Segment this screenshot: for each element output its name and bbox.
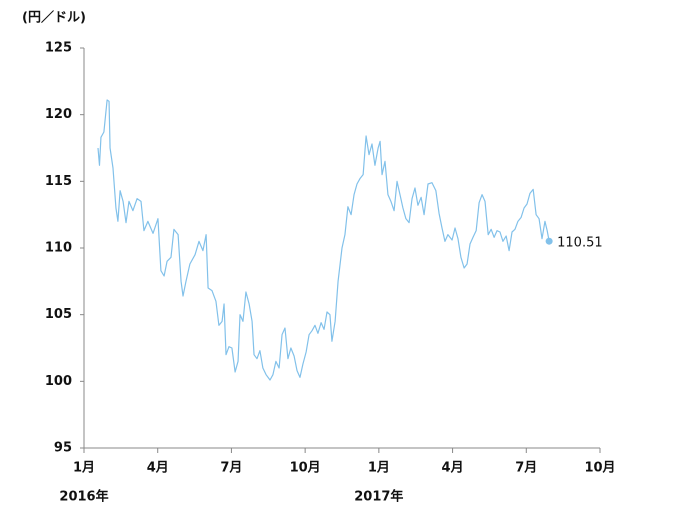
x-tick-label: 4月: [442, 461, 464, 476]
x-tick-label: 1月: [368, 461, 390, 476]
y-tick-label: 110: [45, 241, 72, 256]
y-tick-label: 105: [45, 307, 72, 322]
x-tick-label: 1月: [73, 461, 95, 476]
y-tick-label: 95: [54, 441, 72, 456]
x-tick-label: 7月: [220, 461, 242, 476]
y-axis-label: (円／ドル): [22, 10, 86, 26]
x-tick-label: 10月: [584, 461, 615, 476]
price-line: [97, 99, 550, 381]
x-tick-label: 10月: [290, 461, 321, 476]
year-label: 2016年: [59, 489, 108, 505]
y-tick-label: 115: [45, 174, 72, 189]
x-tick-label: 4月: [147, 461, 169, 476]
x-tick-label: 7月: [515, 461, 537, 476]
y-tick-label: 120: [45, 107, 72, 122]
y-tick-label: 125: [45, 41, 72, 56]
year-label: 2017年: [354, 489, 403, 505]
last-point: [545, 237, 553, 245]
y-tick-label: 100: [45, 374, 72, 389]
last-value-label: 110.51: [557, 236, 603, 251]
